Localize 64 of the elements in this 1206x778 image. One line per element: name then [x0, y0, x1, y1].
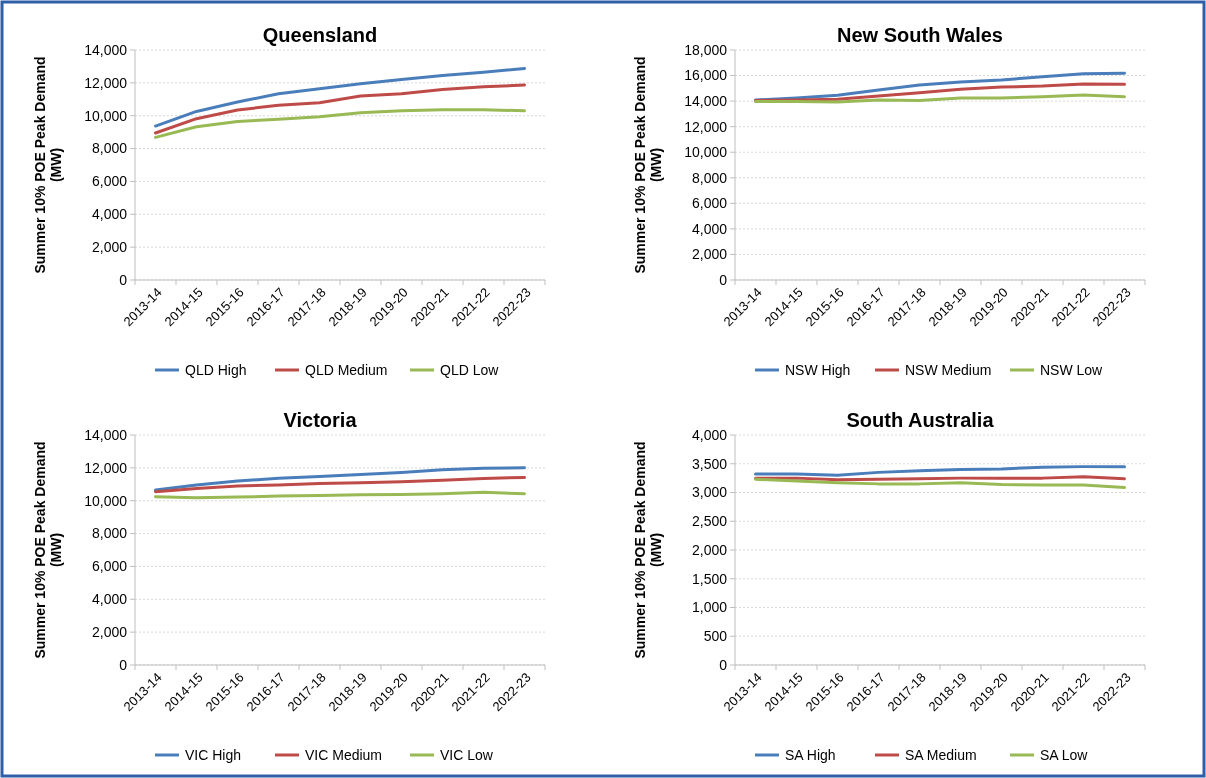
- y-tick-label: 6,000: [691, 195, 728, 212]
- legend-label: SA Low: [1040, 746, 1089, 763]
- y-tick-label: 10,000: [684, 144, 728, 161]
- y-tick-label: 1,500: [691, 570, 728, 587]
- line-series: [154, 466, 526, 492]
- line-series: [154, 83, 526, 135]
- y-tick-label: 0: [119, 656, 128, 673]
- y-tick-label: 4,000: [91, 591, 128, 608]
- y-tick-label: 0: [119, 271, 128, 288]
- y-tick-label: 14,000: [84, 426, 128, 443]
- y-axis-title: Summer 10% POE Peak Demand (MW): [31, 56, 65, 274]
- y-tick-label: 6,000: [91, 173, 128, 190]
- y-tick-label: 4,000: [691, 220, 728, 237]
- line-series: [754, 93, 1126, 104]
- y-tick-label: 12,000: [84, 74, 128, 91]
- y-tick-label: 1,000: [691, 599, 728, 616]
- y-tick-label: 3,500: [691, 455, 728, 472]
- y-tick-label: 0: [719, 656, 728, 673]
- legend-label: VIC Low: [440, 746, 494, 763]
- y-tick-label: 8,000: [91, 140, 128, 157]
- y-tick-label: 12,000: [684, 118, 728, 135]
- y-tick-label: 4,000: [91, 206, 128, 223]
- legend-label: QLD Low: [440, 361, 500, 378]
- chart-title: Victoria: [283, 409, 358, 431]
- y-tick-label: 10,000: [84, 107, 128, 124]
- y-tick-label: 12,000: [84, 459, 128, 476]
- y-tick-label: 3,000: [691, 484, 728, 501]
- line-series: [154, 475, 526, 494]
- legend-label: SA Medium: [905, 746, 977, 763]
- y-axis-title: Summer 10% POE Peak Demand (MW): [631, 56, 665, 274]
- legend-label: NSW Medium: [905, 361, 992, 378]
- y-tick-label: 10,000: [84, 492, 128, 509]
- y-axis-title: Summer 10% POE Peak Demand (MW): [631, 441, 665, 659]
- y-tick-label: 500: [703, 628, 728, 645]
- y-tick-label: 18,000: [684, 41, 728, 58]
- chart-title: Queensland: [262, 24, 378, 46]
- y-tick-label: 2,000: [691, 541, 728, 558]
- line-series: [154, 66, 526, 128]
- legend-label: VIC Medium: [305, 746, 383, 763]
- y-tick-label: 16,000: [684, 67, 728, 84]
- y-axis-title: Summer 10% POE Peak Demand (MW): [31, 441, 65, 659]
- line-series: [754, 477, 1126, 490]
- line-series: [754, 465, 1126, 477]
- line-series: [754, 71, 1126, 102]
- legend-label: QLD Medium: [305, 361, 388, 378]
- y-tick-label: 2,000: [691, 246, 728, 263]
- chart-title: South Australia: [846, 409, 995, 431]
- y-tick-label: 14,000: [684, 93, 728, 110]
- legend-label: NSW High: [785, 361, 851, 378]
- legend-label: QLD High: [185, 361, 247, 378]
- y-tick-label: 8,000: [691, 169, 728, 186]
- y-tick-label: 2,000: [91, 624, 128, 641]
- legend-label: VIC High: [185, 746, 242, 763]
- line-series: [154, 108, 526, 139]
- y-tick-label: 0: [719, 271, 728, 288]
- legend-label: SA High: [785, 746, 836, 763]
- y-tick-label: 6,000: [91, 558, 128, 575]
- y-tick-label: 2,000: [91, 239, 128, 256]
- y-tick-label: 8,000: [91, 525, 128, 542]
- y-tick-label: 4,000: [691, 426, 728, 443]
- legend-label: NSW Low: [1040, 361, 1104, 378]
- y-tick-label: 14,000: [84, 41, 128, 58]
- chart-title: New South Wales: [837, 24, 1003, 46]
- y-tick-label: 2,500: [691, 513, 728, 530]
